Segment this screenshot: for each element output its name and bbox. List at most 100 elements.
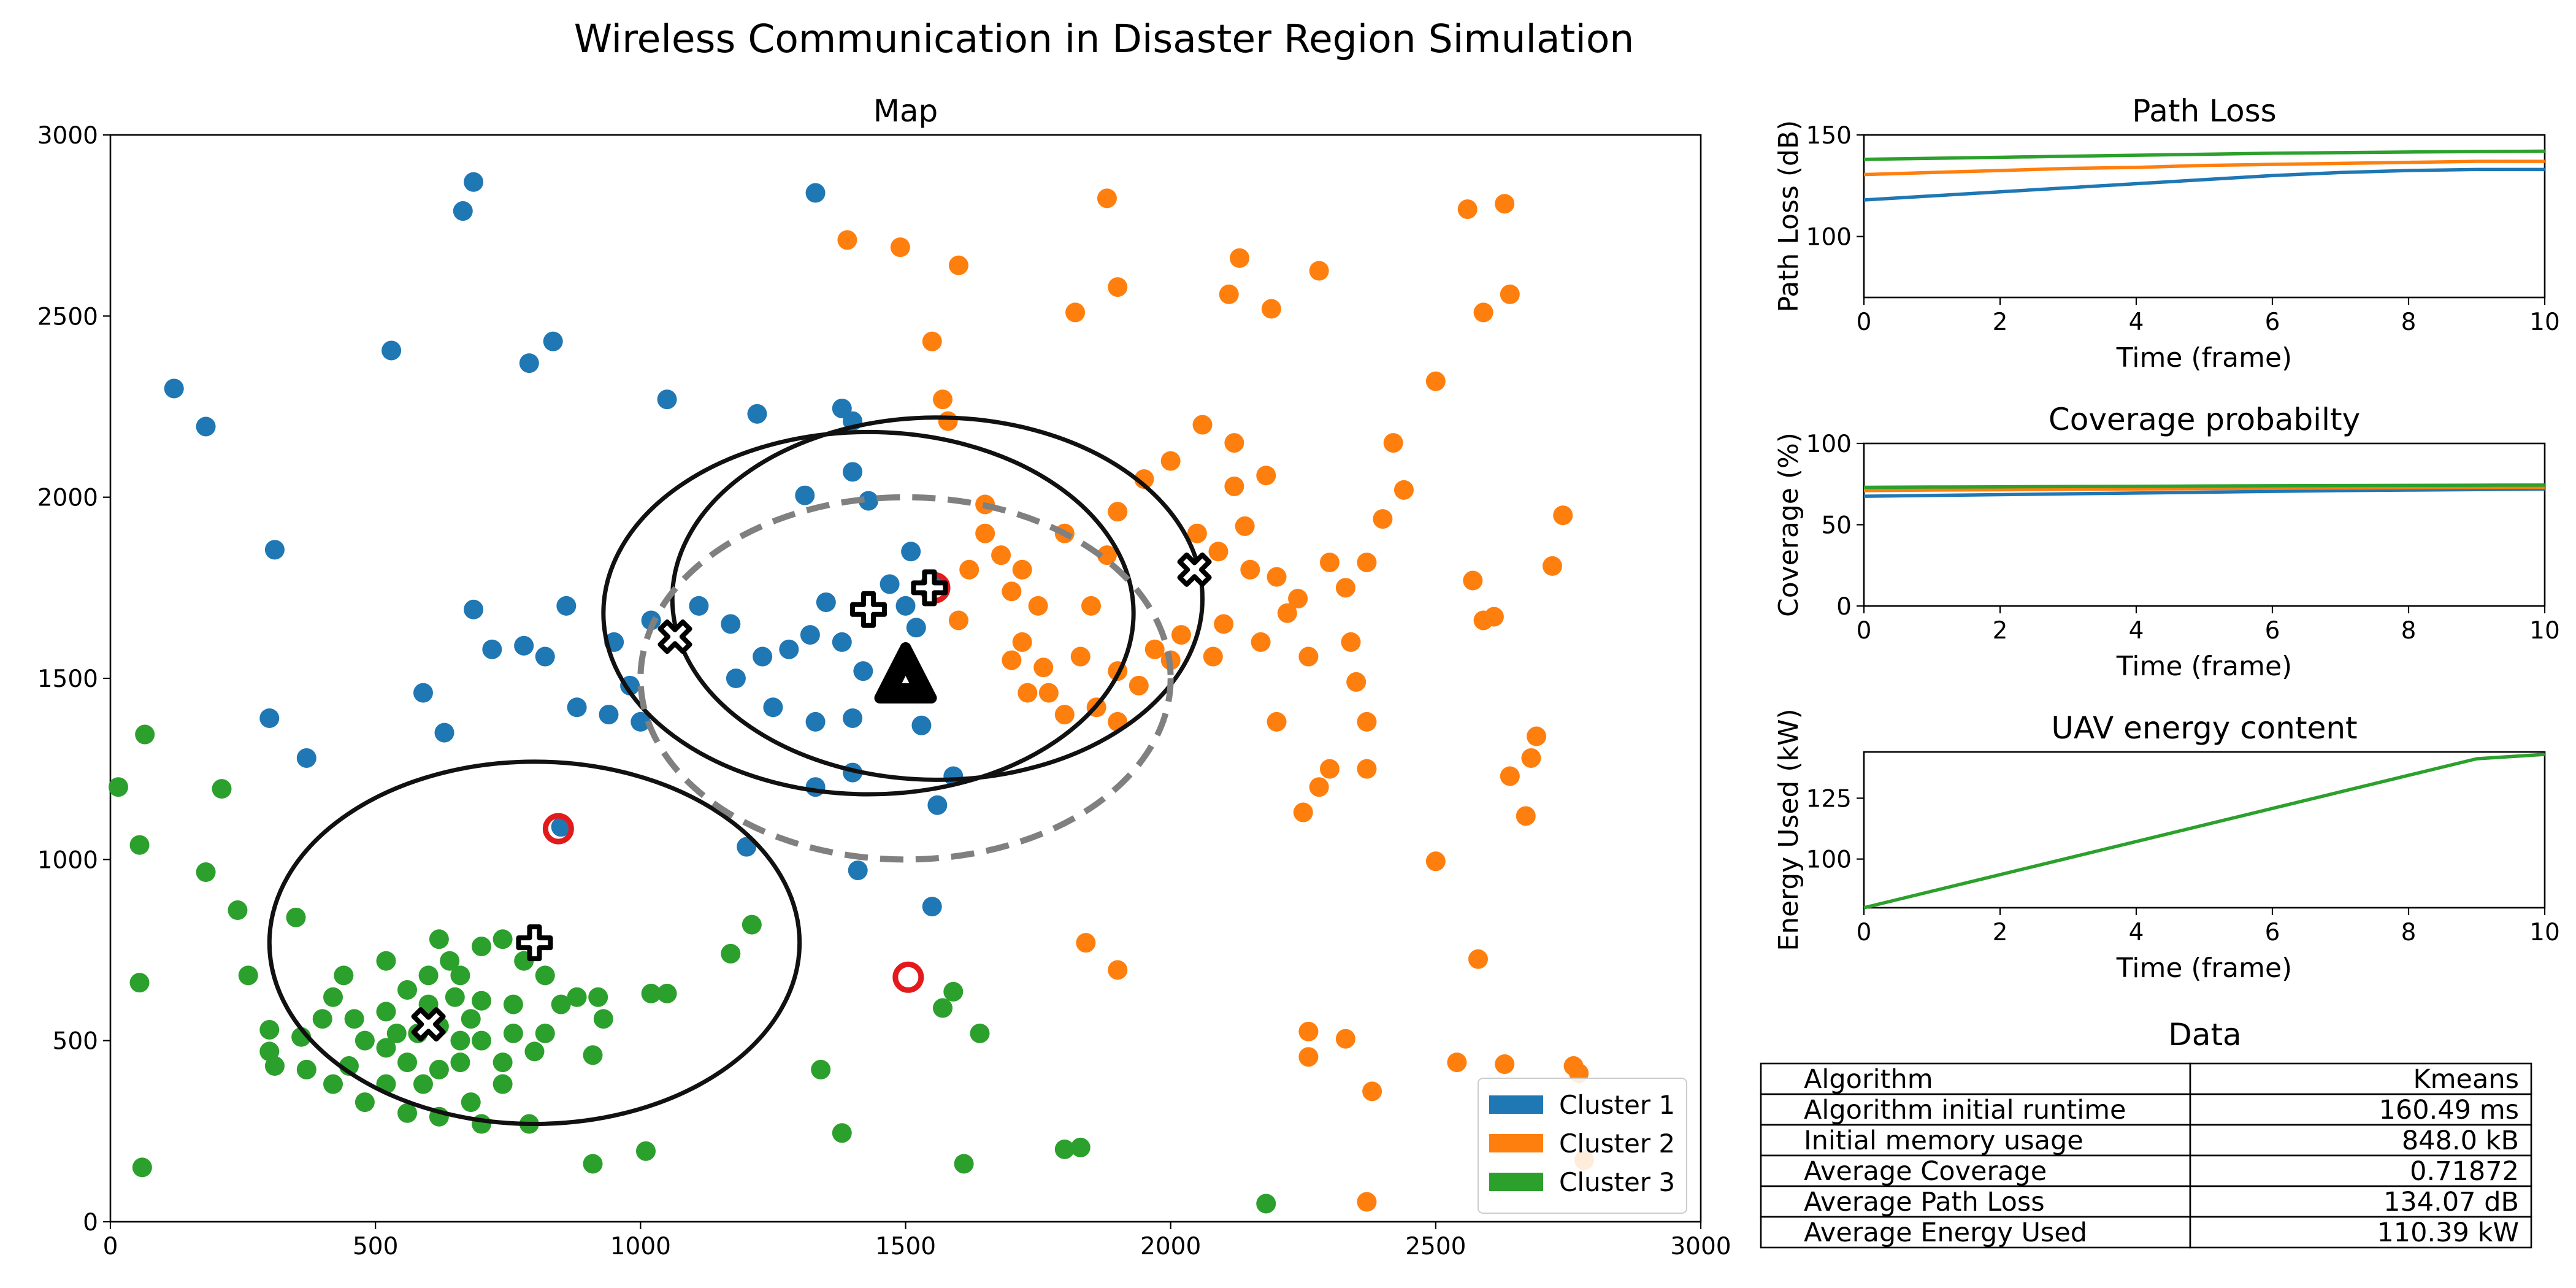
path-loss-frame xyxy=(1863,134,2546,299)
data-point xyxy=(259,708,280,728)
data-point xyxy=(747,404,767,424)
data-point xyxy=(1362,1081,1382,1102)
data-point xyxy=(959,559,979,580)
data-point xyxy=(1214,614,1234,634)
data-point xyxy=(795,485,815,505)
path-loss-x-tick-label: 10 xyxy=(2529,309,2560,336)
energy-title: UAV energy content xyxy=(2051,710,2357,746)
data-point xyxy=(1108,960,1128,980)
data-point xyxy=(1012,559,1032,580)
table-row-value: 110.39 kW xyxy=(2377,1217,2519,1248)
data-point xyxy=(503,1023,523,1043)
map-y-tick-label: 0 xyxy=(83,1209,98,1236)
energy-x-tick-label: 8 xyxy=(2401,919,2417,946)
data-point xyxy=(1383,433,1403,453)
legend-entry: Cluster 3 xyxy=(1559,1167,1675,1197)
data-point xyxy=(472,991,492,1011)
data-point xyxy=(721,614,741,634)
energy-x-tick-label: 4 xyxy=(2129,919,2144,946)
data-table: Data Algorithm Kmeans Algorithm initial run… xyxy=(1760,1017,2532,1249)
data-point xyxy=(1335,578,1355,598)
data-point xyxy=(344,1009,364,1029)
data-point xyxy=(472,1114,492,1134)
data-point xyxy=(811,1059,831,1079)
path-loss-title: Path Loss xyxy=(2132,93,2276,129)
data-point xyxy=(583,1154,603,1174)
coverage-x-label: Time (frame) xyxy=(2116,651,2292,682)
data-point xyxy=(1553,505,1573,526)
data-point xyxy=(1309,777,1329,797)
data-point xyxy=(286,907,306,927)
data-point xyxy=(1277,603,1297,623)
data-point xyxy=(906,618,926,638)
data-point xyxy=(800,625,820,645)
data-point xyxy=(1484,607,1504,627)
data-point xyxy=(1070,646,1091,667)
data-point xyxy=(726,669,746,688)
energy-x-label: Time (frame) xyxy=(2116,953,2292,984)
data-point xyxy=(376,1002,396,1022)
base-station-range-circle xyxy=(637,494,1174,863)
data-point xyxy=(355,1092,375,1113)
map-title: Map xyxy=(873,93,938,129)
data-point xyxy=(805,777,826,797)
legend-swatch xyxy=(1489,1095,1543,1114)
uav-coverage-circle xyxy=(601,429,1136,797)
legend-swatch xyxy=(1489,1134,1543,1152)
legend-entry: Cluster 2 xyxy=(1559,1129,1675,1159)
data-point xyxy=(1425,371,1446,391)
data-point xyxy=(922,331,942,351)
base-station-marker-inner xyxy=(902,676,910,683)
path-loss-x-tick-label: 8 xyxy=(2401,309,2417,336)
data-point xyxy=(970,1023,990,1043)
data-point xyxy=(567,987,587,1007)
data-point xyxy=(519,353,539,374)
highlighted-user-marker xyxy=(542,813,574,845)
table-row-value: 848.0 kB xyxy=(2402,1125,2519,1156)
data-point xyxy=(933,389,953,410)
data-point xyxy=(843,462,863,482)
uav-position-marker xyxy=(516,924,553,962)
data-point xyxy=(837,230,857,250)
data-point xyxy=(450,1052,470,1073)
data-point xyxy=(1516,806,1536,826)
data-point xyxy=(1129,675,1149,696)
data-point xyxy=(901,542,921,562)
data-point xyxy=(1028,596,1048,616)
scatter-series xyxy=(837,188,1594,1212)
data-point xyxy=(689,596,709,616)
data-point xyxy=(832,632,852,652)
map-y-tick-label: 3000 xyxy=(37,122,98,150)
uav-position-marker xyxy=(850,591,887,628)
energy-x-tick-label: 0 xyxy=(1857,919,1872,946)
data-point xyxy=(264,540,285,560)
data-point xyxy=(259,1019,280,1040)
data-point xyxy=(1224,476,1244,496)
data-point xyxy=(1495,194,1515,214)
data-point xyxy=(418,965,439,986)
map-x-tick-label: 1500 xyxy=(875,1233,936,1260)
data-point xyxy=(429,929,449,949)
data-point xyxy=(631,711,651,732)
data-point xyxy=(1192,415,1213,435)
data-point xyxy=(567,697,587,718)
coverage-y-tick-label: 50 xyxy=(1821,512,1852,540)
data-point xyxy=(1108,277,1128,297)
data-point xyxy=(132,1157,152,1178)
coverage-x-tick-label: 8 xyxy=(2401,617,2417,645)
data-point xyxy=(853,661,873,681)
data-point xyxy=(948,610,968,631)
data-point xyxy=(1473,302,1493,323)
data-point xyxy=(461,1092,481,1113)
data-point xyxy=(493,1074,513,1094)
data-point xyxy=(196,862,216,883)
energy-frame xyxy=(1863,751,2546,909)
series-line xyxy=(1863,753,2545,910)
data-point xyxy=(1038,683,1059,703)
table-row-label: Initial memory usage xyxy=(1804,1125,2083,1156)
data-point xyxy=(1097,188,1117,209)
data-point xyxy=(1288,589,1308,609)
data-point xyxy=(588,987,608,1007)
